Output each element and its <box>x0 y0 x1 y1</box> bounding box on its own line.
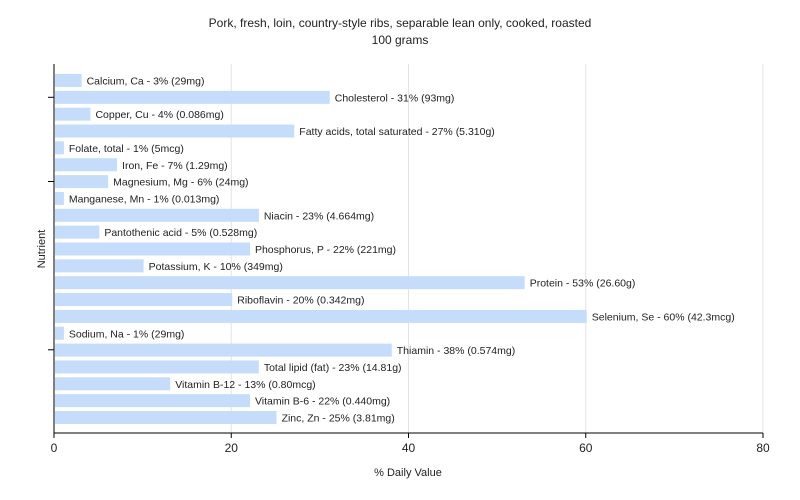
bar <box>55 141 64 155</box>
bar-label: Magnesium, Mg - 6% (24mg) <box>113 177 248 189</box>
bar-label: Total lipid (fat) - 23% (14.81g) <box>264 362 402 374</box>
axes-group: 0 20 40 60 80 <box>48 64 770 455</box>
bar-label: Folate, total - 1% (5mcg) <box>69 143 184 155</box>
bar <box>55 360 259 374</box>
bar <box>55 343 392 357</box>
chart-subtitle: 100 grams <box>372 33 429 47</box>
bar <box>55 293 233 307</box>
bar-label: Sodium, Na - 1% (29mg) <box>69 328 185 340</box>
bar-label: Fatty acids, total saturated - 27% (5.31… <box>299 126 495 138</box>
bar-label: Iron, Fe - 7% (1.29mg) <box>122 160 228 172</box>
x-tick-label: 40 <box>402 441 416 455</box>
bar-label: Protein - 53% (26.60g) <box>530 278 636 290</box>
bar <box>55 74 82 87</box>
chart-title: Pork, fresh, loin, country-style ribs, s… <box>209 16 592 30</box>
bar <box>55 377 171 391</box>
bar-label: Thiamin - 38% (0.574mg) <box>397 345 515 357</box>
bar-label: Cholesterol - 31% (93mg) <box>335 92 455 104</box>
bar-label: Vitamin B-12 - 13% (0.80mcg) <box>175 379 315 391</box>
bar <box>55 225 100 239</box>
bar-label: Riboflavin - 20% (0.342mg) <box>237 295 364 307</box>
x-axis-title: % Daily Value <box>374 467 442 479</box>
x-tick-label: 60 <box>579 441 593 455</box>
bar <box>55 411 277 424</box>
x-tick-label: 80 <box>756 441 770 455</box>
bar-label: Selenium, Se - 60% (42.3mcg) <box>592 311 735 323</box>
bar-label: Niacin - 23% (4.664mg) <box>264 210 374 222</box>
bar-label: Potassium, K - 10% (349mg) <box>149 261 283 273</box>
bar-label: Zinc, Zn - 25% (3.81mg) <box>282 413 395 425</box>
x-tick-label: 20 <box>225 441 239 455</box>
bars-group: Calcium, Ca - 3% (29mg) Cholesterol - 31%… <box>55 74 735 425</box>
bar <box>55 259 144 273</box>
bar <box>55 208 259 222</box>
bar <box>55 90 330 104</box>
bar <box>55 326 64 340</box>
bar-label: Copper, Cu - 4% (0.086mg) <box>95 109 223 121</box>
bar <box>55 309 587 323</box>
bar <box>55 124 295 138</box>
bar-label: Pantothenic acid - 5% (0.528mg) <box>104 227 257 239</box>
y-axis-title: Nutrient <box>36 230 48 269</box>
bar <box>55 158 118 172</box>
bar-label: Vitamin B-6 - 22% (0.440mg) <box>255 396 390 408</box>
x-tick-label: 0 <box>51 441 58 455</box>
bar <box>55 394 250 408</box>
bar <box>55 175 109 189</box>
bar <box>55 191 64 205</box>
bar-label: Manganese, Mn - 1% (0.013mg) <box>69 193 220 205</box>
bar <box>55 276 525 290</box>
bar <box>55 107 91 121</box>
bar <box>55 242 250 256</box>
bar-label: Calcium, Ca - 3% (29mg) <box>87 76 205 88</box>
bar-label: Phosphorus, P - 22% (221mg) <box>255 244 396 256</box>
